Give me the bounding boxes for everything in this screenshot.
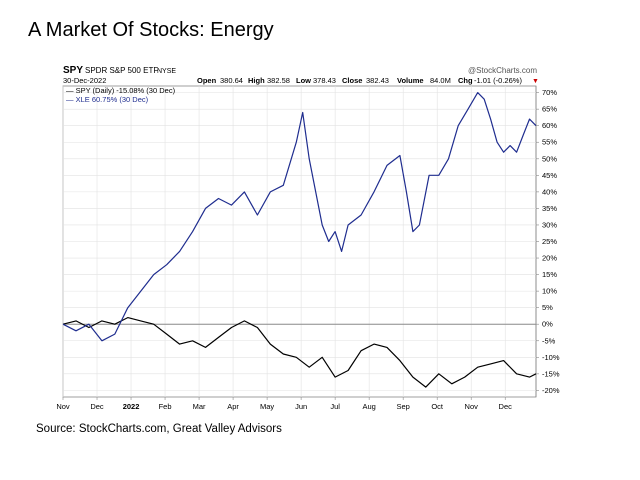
series-group [62,91,537,388]
legend-item-xle: — XLE 60.75% (30 Dec) [66,95,149,104]
x-tick-label: Oct [431,402,444,411]
y-tick-label: -5% [542,336,556,345]
y-tick-label: 65% [542,105,557,114]
chart-exchange: NYSE [157,68,176,75]
y-tick-label: 5% [542,303,553,312]
x-tick-label: Dec [90,402,104,411]
x-tick-label: Mar [193,402,206,411]
y-tick-label: 10% [542,287,557,296]
y-tick-label: 15% [542,270,557,279]
y-tick-label: -20% [542,386,560,395]
high-value: 382.58 [267,76,290,85]
x-axis: Nov Dec 2022 Feb Mar Apr May Jun Jul Aug Sep Oct Nov… [56,397,512,411]
x-tick-label: Nov [465,402,479,411]
y-tick-label: 45% [542,171,557,180]
chg-value: -1.01 (-0.26%) [474,76,522,85]
y-tick-label: 0% [542,320,553,329]
close-value: 382.43 [366,76,389,85]
x-tick-label: Jul [330,402,340,411]
chg-arrow-icon: ▼ [532,78,539,85]
grid-lines [62,86,536,397]
y-tick-label: 55% [542,138,557,147]
legend-item-spy: — SPY (Daily) -15.08% (30 Dec) [66,86,176,95]
chg-label: Chg [458,76,473,85]
y-tick-label: 20% [542,254,557,263]
y-tick-label: 25% [542,237,557,246]
low-value: 378.43 [313,76,336,85]
x-tick-label: Apr [227,402,239,411]
x-tick-label: Sep [396,402,409,411]
y-tick-label: 30% [542,220,557,229]
y-tick-label: 35% [542,204,557,213]
close-label: Close [342,76,362,85]
source-note: Source: StockCharts.com, Great Valley Ad… [36,423,282,435]
y-tick-label: -10% [542,353,560,362]
slide-title: A Market Of Stocks: Energy [28,19,274,41]
series-line-xle [62,91,537,342]
chart-watermark: @StockCharts.com [468,66,537,75]
chart-date: 30-Dec-2022 [63,76,106,85]
y-axis: 70% 65% 60% 55% 50% 45% 40% 35% 30% 25% 20% 15% 10% 5… [536,88,560,395]
y-tick-label: 40% [542,187,557,196]
volume-label: Volume [397,76,424,85]
x-tick-label: May [260,402,274,411]
y-tick-label: 50% [542,154,557,163]
open-label: Open [197,76,217,85]
x-tick-label: Feb [159,402,172,411]
y-tick-label: -15% [542,369,560,378]
y-tick-label: 70% [542,88,557,97]
open-value: 380.64 [220,76,243,85]
chart-symbol-name: SPDR S&P 500 ETF [85,66,158,75]
series-line-spy [62,317,537,388]
low-label: Low [296,76,311,85]
x-tick-label: 2022 [123,402,140,411]
x-tick-label: Dec [499,402,513,411]
x-tick-label: Aug [362,402,375,411]
volume-value: 84.0M [430,76,451,85]
x-tick-label: Nov [56,402,70,411]
y-tick-label: 60% [542,121,557,130]
high-label: High [248,76,265,85]
chart-symbol: SPY [63,65,83,76]
x-tick-label: Jun [295,402,307,411]
